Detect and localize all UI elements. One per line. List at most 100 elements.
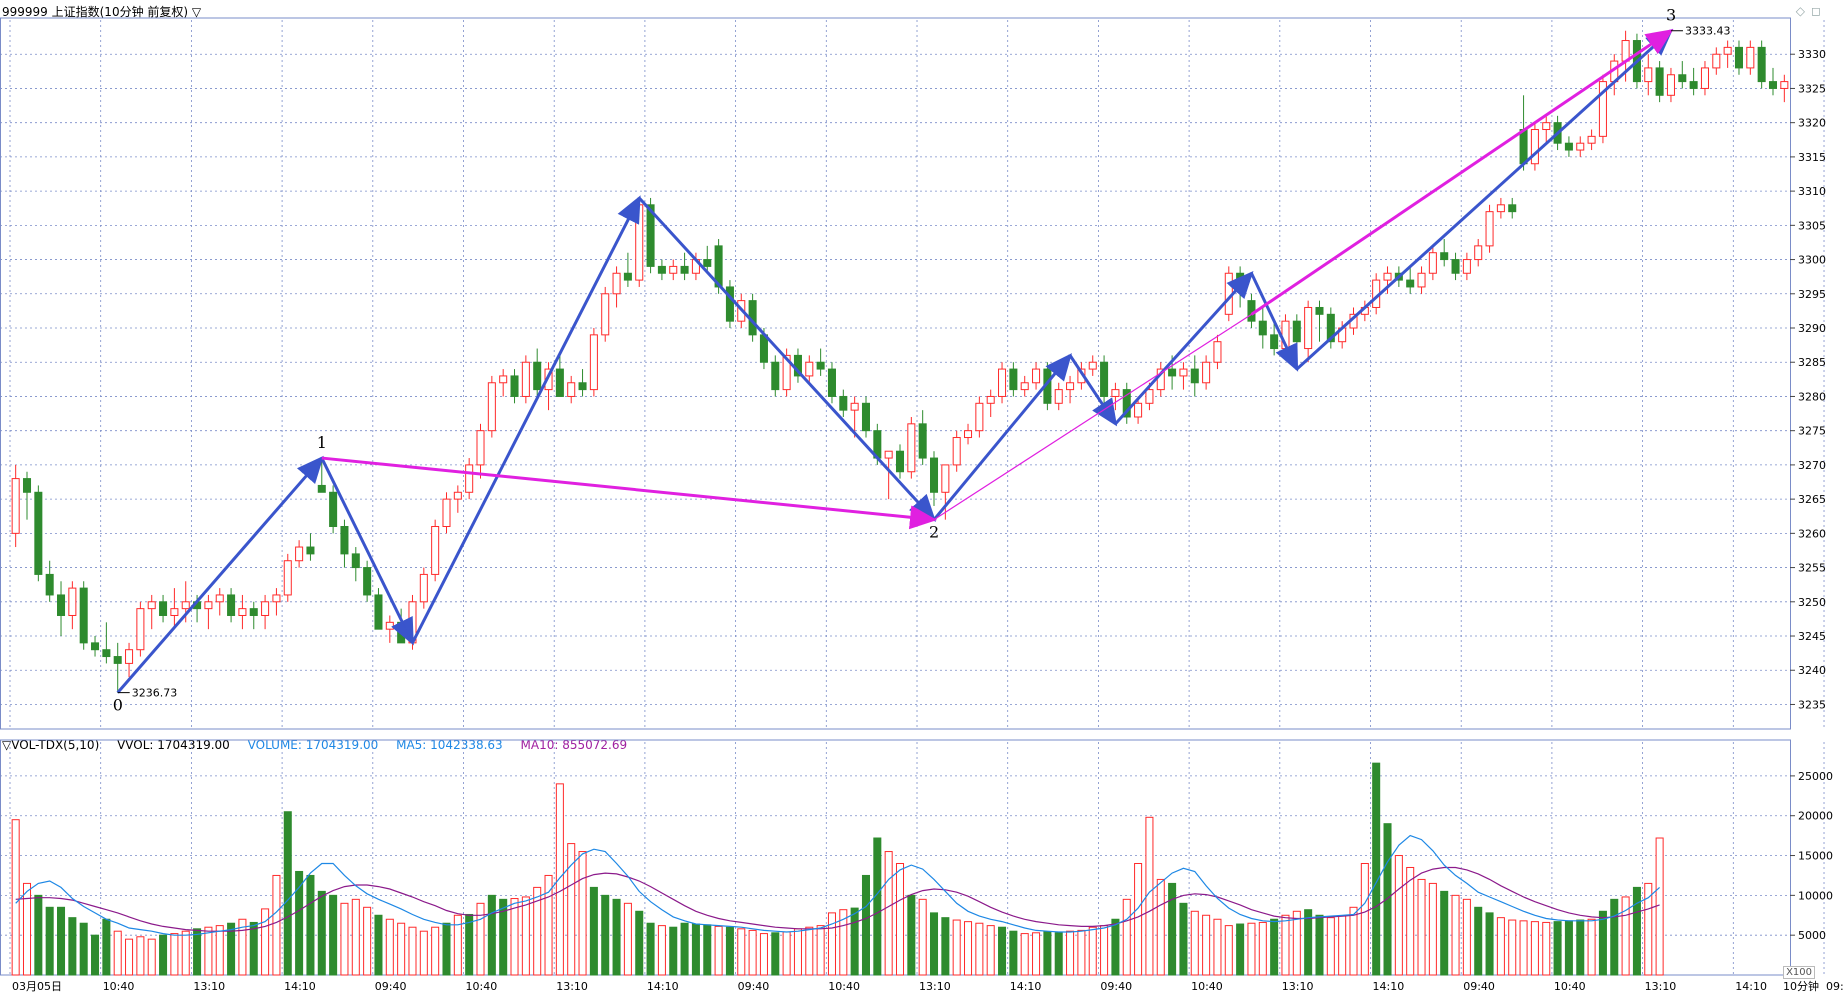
volume-bar-down xyxy=(1576,919,1585,976)
candle-up xyxy=(805,361,814,377)
volume-bar-up xyxy=(816,925,825,976)
wave-segment xyxy=(638,196,937,522)
volume-bar-down xyxy=(45,906,54,976)
volume-bar-up xyxy=(170,933,179,976)
volume-bar-up xyxy=(1202,914,1211,976)
volume-bar-up xyxy=(261,908,270,976)
volume-bar-down xyxy=(1474,906,1483,976)
y-tick-label: 3235 xyxy=(1798,698,1826,711)
diamond-icon[interactable]: ◇ xyxy=(1795,4,1805,18)
vol-y-tick-label: 25000 xyxy=(1798,770,1833,783)
volume-bar-down xyxy=(283,811,292,976)
volume-bar-down xyxy=(68,917,77,976)
candle-up xyxy=(1417,272,1426,288)
volume-value: VOLUME: 1704319.00 xyxy=(247,738,379,752)
candle-up xyxy=(567,382,576,397)
candle-up xyxy=(1712,53,1721,69)
candle-down xyxy=(1100,361,1109,397)
volume-bar-down xyxy=(1304,909,1313,976)
y-tick-label: 3300 xyxy=(1798,254,1826,267)
y-tick-label: 3270 xyxy=(1798,459,1826,472)
candle-up xyxy=(261,601,270,616)
indicator-name[interactable]: ▽VOL-TDX(5,10) xyxy=(2,738,100,752)
volume-bar-down xyxy=(442,922,451,976)
candle-up xyxy=(964,430,973,439)
wave-label: 1 xyxy=(317,433,327,452)
x-tick-label: 10:40 xyxy=(1554,980,1586,993)
period-label[interactable]: 10分钟 xyxy=(1783,980,1819,993)
restore-icon[interactable]: ◻ xyxy=(1811,4,1821,18)
wave-segment xyxy=(1295,28,1674,371)
candle-down xyxy=(1270,334,1279,350)
volume-bar-down xyxy=(861,874,871,976)
y-tick-label: 3315 xyxy=(1798,151,1826,164)
volume-bar-down xyxy=(1054,932,1063,976)
candle-up xyxy=(1780,81,1789,89)
candle-down xyxy=(895,450,905,473)
volume-bar-up xyxy=(476,902,485,976)
volume-bar-down xyxy=(907,894,916,976)
candle-up xyxy=(419,573,428,603)
volume-bar-up xyxy=(567,843,576,976)
volume-bar-up xyxy=(964,921,973,976)
candle-down xyxy=(351,553,360,569)
volume-bar-up xyxy=(397,922,406,976)
volume-bar-up xyxy=(453,914,462,976)
candle-down xyxy=(816,361,825,370)
volume-bar-up xyxy=(1281,914,1290,976)
volume-bar-up xyxy=(1451,894,1460,976)
volume-bar-up xyxy=(782,931,791,976)
volume-bar-up xyxy=(147,938,156,976)
volume-bar-up xyxy=(238,918,247,976)
volume-bar-up xyxy=(521,896,530,976)
candle-down xyxy=(1564,142,1573,151)
volume-bar-down xyxy=(487,894,496,976)
wave-segment xyxy=(411,195,641,644)
candle-down xyxy=(79,587,88,644)
volume-bar-up xyxy=(1258,921,1267,976)
x-tick-label: 14:10 xyxy=(284,980,316,993)
candle-up xyxy=(476,430,485,466)
volume-bar-up xyxy=(1338,915,1347,976)
y-tick-label: 3275 xyxy=(1798,425,1826,438)
vvol-value: VVOL: 1704319.00 xyxy=(117,738,230,752)
candle-up xyxy=(181,601,190,610)
volume-bar-up xyxy=(363,906,372,976)
volume-bar-up xyxy=(1020,933,1029,976)
volume-bar-up xyxy=(204,926,213,976)
volume-bar-up xyxy=(1644,882,1653,976)
candle-up xyxy=(1088,361,1097,370)
y-tick-label: 3295 xyxy=(1798,288,1826,301)
volume-bar-down xyxy=(1043,931,1052,976)
candle-up xyxy=(11,478,20,534)
candle-up xyxy=(1202,361,1211,384)
volume-bar-up xyxy=(351,898,360,976)
candle-down xyxy=(861,402,871,432)
candle-up xyxy=(669,265,678,274)
volume-bar-down xyxy=(646,922,655,976)
candle-up xyxy=(487,382,496,432)
candle-down xyxy=(555,368,564,397)
y-tick-label: 3250 xyxy=(1798,596,1826,609)
x-tick-label: 09:40 xyxy=(738,980,770,993)
volume-bar-up xyxy=(1247,922,1256,976)
candle-up xyxy=(952,437,961,466)
candle-up xyxy=(601,293,610,336)
volume-bar-down xyxy=(465,913,474,976)
x-tick-label: 13:10 xyxy=(919,980,951,993)
candle-up xyxy=(1485,211,1494,247)
chart-title[interactable]: 999999 上证指数(10分钟 前复权) ▽ xyxy=(2,5,202,19)
candle-down xyxy=(771,361,780,391)
volume-bar-up xyxy=(1292,910,1301,976)
volume-panel-frame xyxy=(0,739,1791,976)
volume-bar-up xyxy=(1462,898,1471,976)
vol-y-tick-label: 5000 xyxy=(1798,929,1826,942)
volume-bar-down xyxy=(227,922,236,976)
candle-down xyxy=(1168,368,1177,377)
volume-bar-up xyxy=(22,882,32,976)
x-tick-label: 13:10 xyxy=(193,980,225,993)
candle-down xyxy=(1757,46,1766,83)
volume-bar-up xyxy=(714,925,723,976)
ma5-value: MA5: 1042338.63 xyxy=(396,738,503,752)
